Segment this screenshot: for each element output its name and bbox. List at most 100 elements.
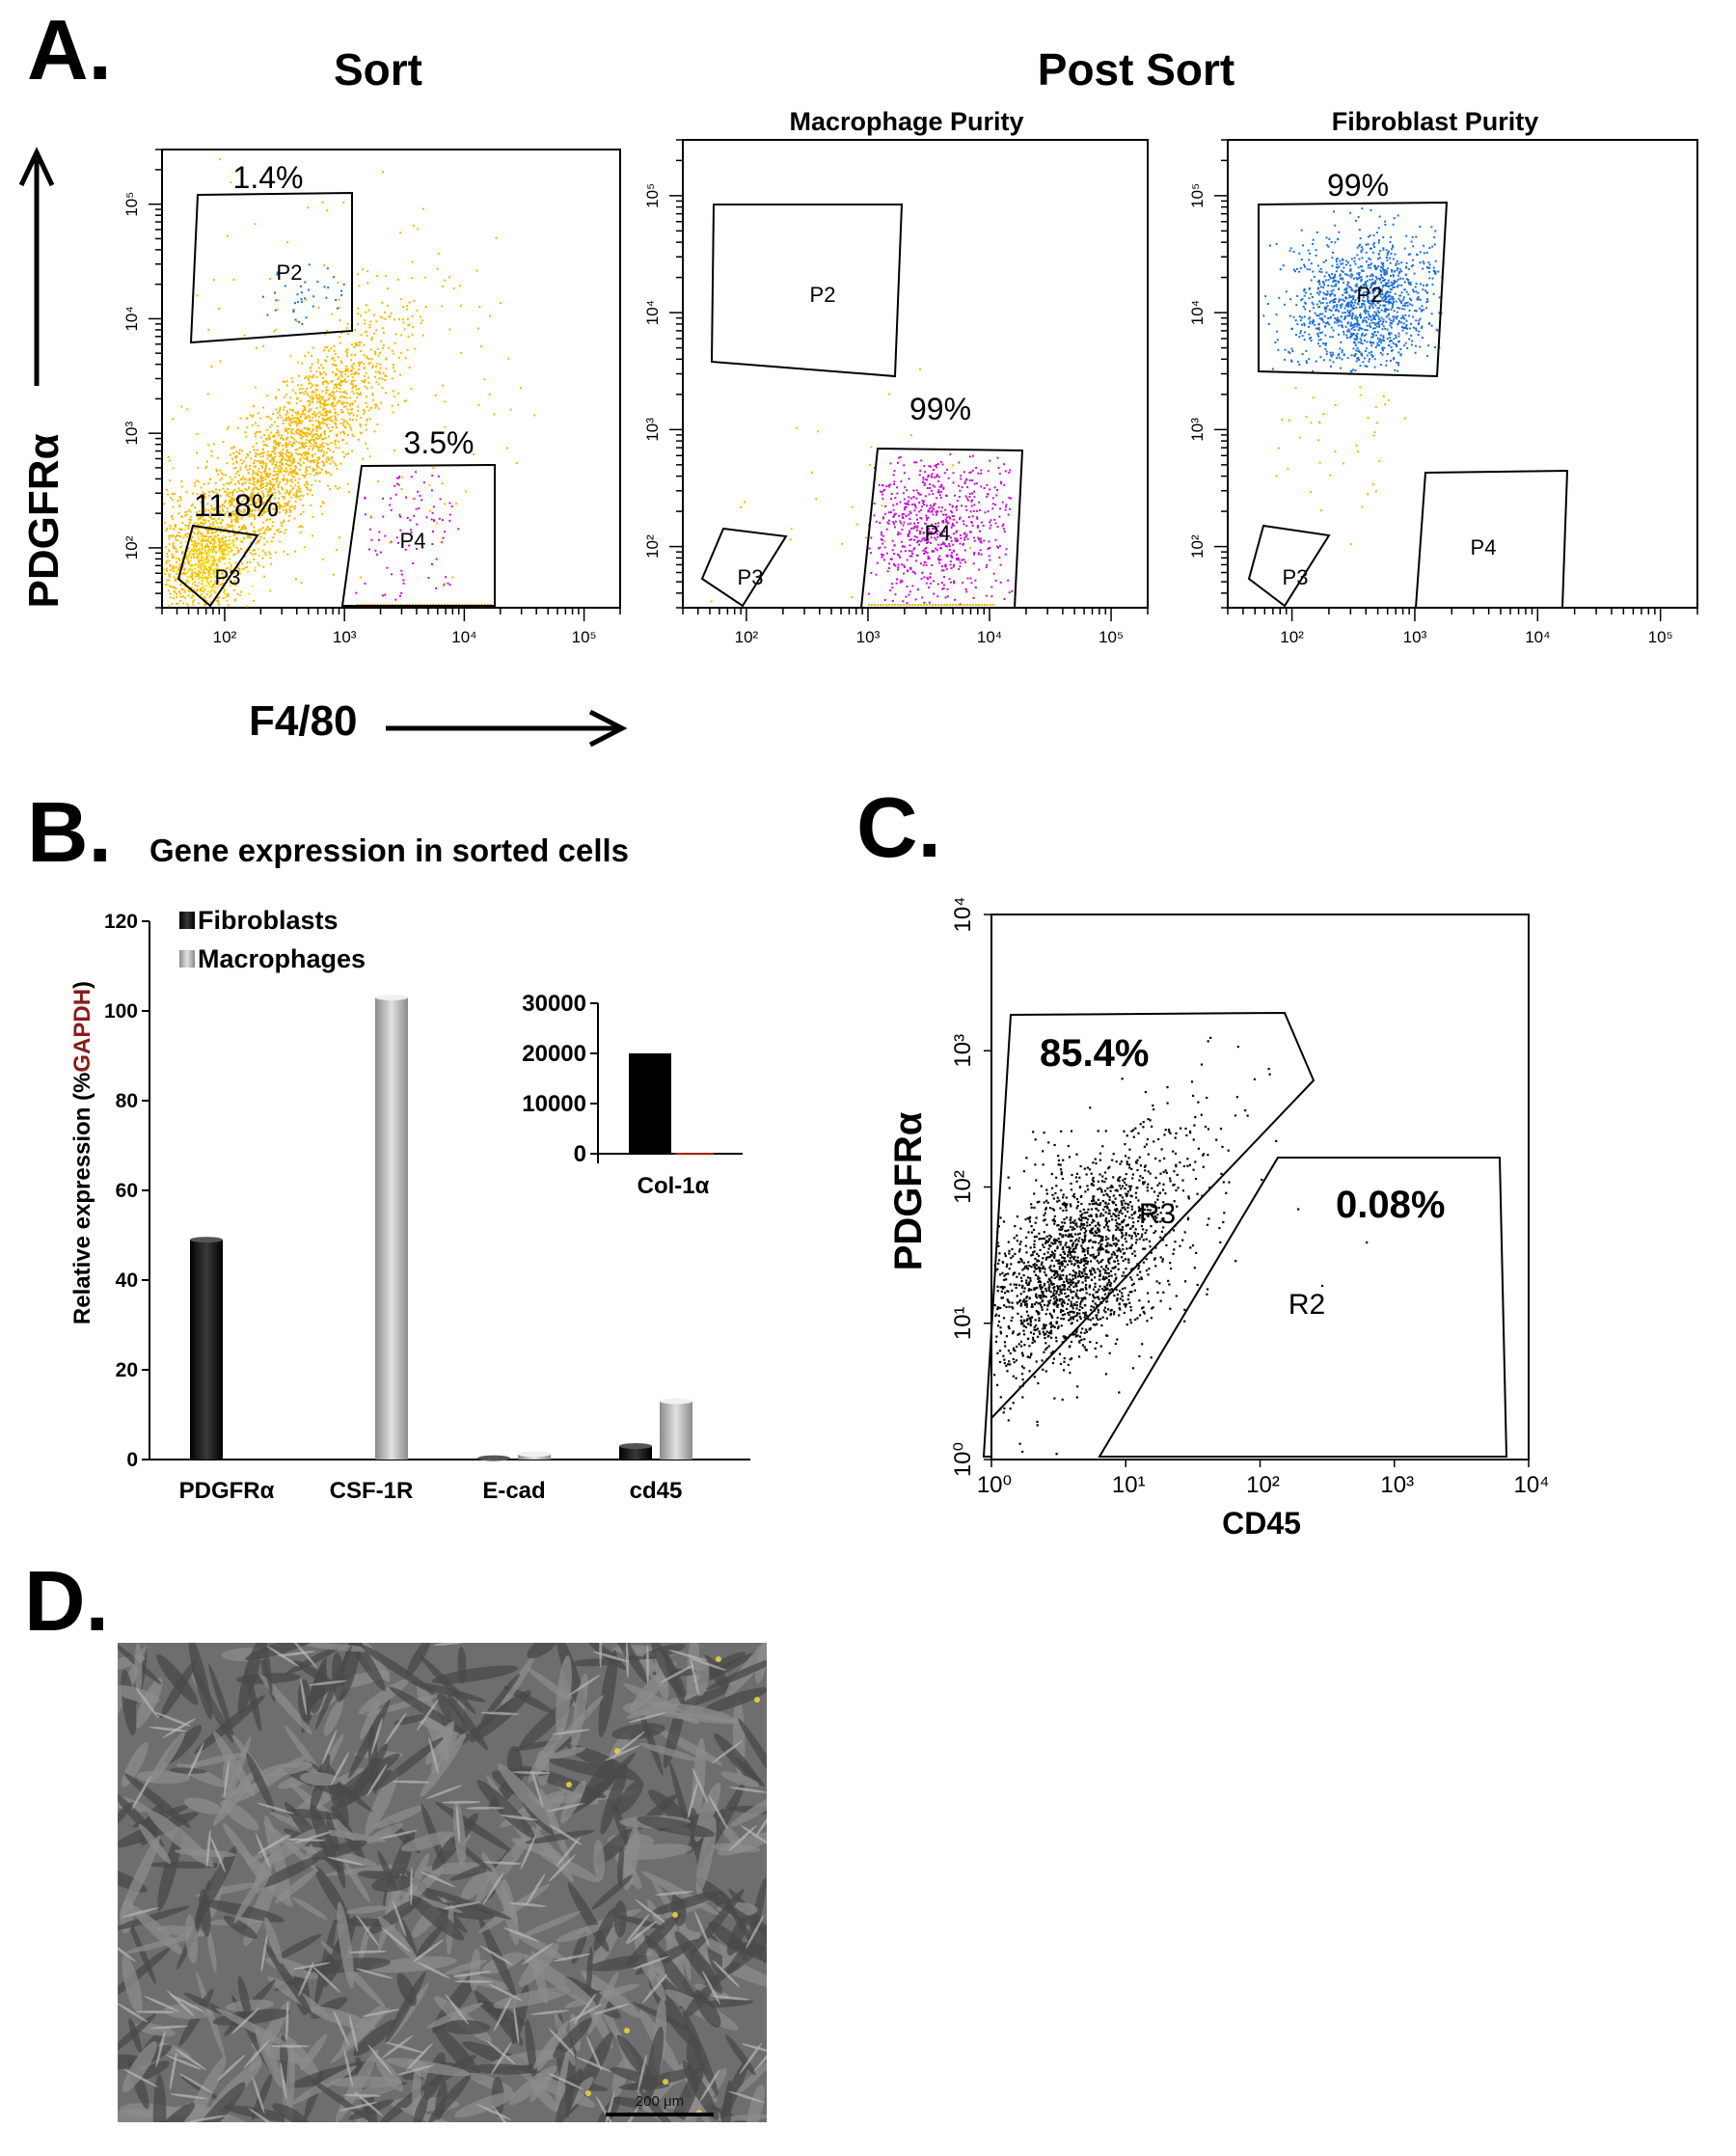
flow-dot-ungated (319, 373, 322, 376)
flow-dot-ungated (271, 514, 274, 517)
flow-dot-ungated (260, 498, 263, 500)
flow-dot-p2 (1336, 263, 1339, 266)
flow-dot-p4 (923, 539, 926, 542)
flow-dot-p4 (942, 587, 945, 589)
flow-dot-p2 (1397, 362, 1400, 365)
flow-dot-p2 (1323, 307, 1326, 309)
flow-dot-p2 (1343, 282, 1345, 285)
flow-dot-p4 (975, 467, 978, 469)
flow-dot-ungated (256, 453, 258, 455)
flow-dot-ungated (282, 508, 285, 511)
flow-dot-ungated (275, 408, 278, 411)
flow-dot-ungated (260, 475, 262, 477)
flow-dot-ungated (261, 507, 264, 510)
flow-dot-ungated (358, 365, 361, 368)
flow-dot-p4 (936, 595, 939, 598)
flow-dot-p4 (955, 531, 958, 533)
flow-dot-ungated (190, 505, 193, 507)
flow-dot-p2 (1393, 315, 1396, 318)
flow-dot-p2 (1397, 332, 1400, 335)
flow-dot-ungated (252, 482, 254, 485)
flow-dot-p4 (937, 505, 940, 508)
flow-dot-ungated (285, 471, 287, 473)
flow-dot-ungated (252, 488, 254, 491)
flow-dot-p2 (1338, 356, 1341, 359)
flow-dot-ungated (236, 549, 239, 552)
flow-dot-ungated (290, 444, 293, 447)
flow-dot-ungated (285, 417, 288, 420)
flow-dot-ungated (277, 483, 280, 486)
flow-dot-ungated (869, 463, 872, 466)
flow-dot-ungated (243, 556, 246, 558)
flow-dot-ungated (282, 478, 285, 481)
flow-dot-ungated (225, 535, 227, 538)
flow-dot-ungated (289, 468, 292, 470)
flow-dot-ungated (264, 478, 267, 480)
flow-dot-ungated (342, 405, 345, 408)
flow-dot-ungated (194, 581, 196, 584)
flow-dot-ungated (376, 347, 379, 350)
flow-dot-p2 (1380, 339, 1383, 341)
flow-dot-ungated (213, 540, 216, 543)
flow-dot-ungated (249, 507, 252, 510)
flow-dot-p2 (1329, 336, 1332, 339)
flow-dot-ungated (268, 488, 271, 491)
flow-dot-p4 (913, 547, 916, 550)
flow-dot-p3 (204, 585, 207, 587)
flow-dot-p4 (881, 556, 883, 559)
flow-dot-ungated (363, 381, 366, 384)
flow-dot-ungated (267, 474, 270, 477)
flow-dot-ungated (285, 508, 287, 511)
flow-dot-ungated (245, 464, 248, 467)
flow-dot-p2 (1339, 347, 1342, 350)
flow-dot-ungated (181, 551, 184, 554)
flow-dot-p4 (918, 510, 921, 513)
flow-dot-ungated (258, 509, 260, 511)
flow-dot-ungated (194, 548, 197, 551)
flow-dot-ungated (341, 370, 343, 373)
flow-dot-p4 (957, 557, 960, 559)
flow-dot-ungated (250, 496, 253, 498)
flow-dot-ungated (368, 362, 371, 364)
flow-dot-p4 (437, 475, 440, 478)
flow-dot-ungated (232, 279, 235, 281)
flow-dot-p2 (1370, 344, 1373, 347)
flow-dot-p2 (1415, 283, 1418, 286)
flow-dot-p3 (206, 575, 209, 578)
flow-dot-ungated (164, 521, 167, 524)
flow-dot-ungated (317, 367, 320, 369)
flow-dot-ungated (304, 433, 307, 436)
flow-dot-p2 (1408, 297, 1411, 300)
flow-dot-p3 (208, 548, 211, 551)
flow-dot-p2 (1320, 318, 1323, 320)
flow-dot-ungated (278, 434, 280, 437)
flow-dot-p2 (1415, 319, 1418, 322)
flow-dot-ungated (334, 462, 337, 465)
flow-dot-ungated (331, 379, 334, 382)
flow-dot-p2 (1387, 291, 1390, 294)
flow-dot-ungated (393, 370, 396, 373)
flow-dot-ungated (225, 527, 228, 530)
flow-dot-p2 (1348, 286, 1350, 288)
flow-dot-ungated (235, 520, 237, 523)
flow-dot-p4 (963, 532, 965, 535)
flow-plot-fibroblast-purity: Fibroblast Purity 10² 10³ 10⁴ 10⁵10²10³10⁴1… (1188, 107, 1698, 646)
flow-dot-ungated (250, 541, 253, 544)
flow-dot-ungated (509, 408, 512, 411)
flow-dot-ungated (226, 482, 229, 485)
flow-dot-p3 (208, 585, 211, 587)
flow-dot-ungated (250, 523, 253, 526)
flow-dot-ungated (253, 471, 256, 474)
flow-dot-ungated (322, 367, 325, 369)
flow-dot-ungated (218, 546, 221, 549)
flow-dot-p4 (931, 473, 934, 476)
flow-dot-p2 (1364, 284, 1367, 287)
flow-dot-ungated (369, 348, 372, 351)
flow-dot-ungated (293, 459, 295, 461)
flow-dot-ungated (255, 435, 257, 438)
flow-dot-p2 (1350, 314, 1353, 317)
flow-dot-p4 (885, 485, 888, 488)
flow-dot-ungated (333, 387, 336, 390)
flow-dot-ungated (911, 604, 913, 606)
